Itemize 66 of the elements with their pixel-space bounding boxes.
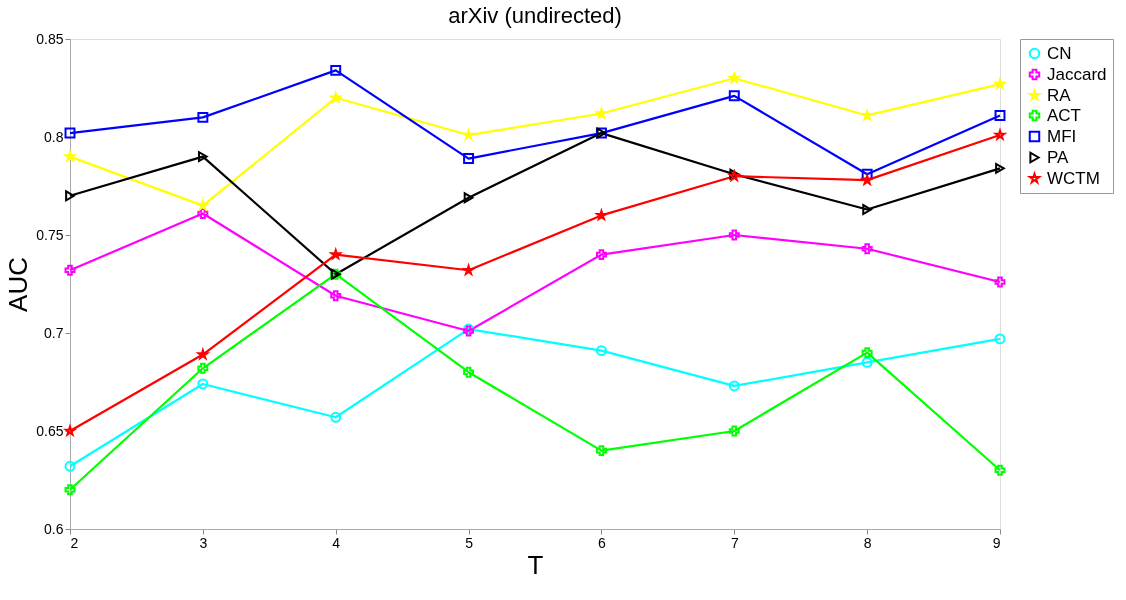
x-tick-label: 2 [70,534,79,551]
x-tick-label: 8 [863,534,872,551]
point [195,347,210,361]
point [861,168,873,180]
y-tick-label: 0.6 [44,520,64,537]
point [197,207,209,219]
point [197,362,209,374]
point [64,127,76,139]
point [728,425,740,437]
legend-label: Jaccard [1047,64,1107,84]
y-tick-label: 0.65 [36,422,64,439]
point [197,378,209,390]
point [861,347,873,359]
point [861,356,873,368]
point [330,411,342,423]
legend-label: PA [1047,147,1070,167]
x-tick-label: 6 [598,534,607,551]
point [860,172,873,187]
point [64,264,76,276]
x-tick-label: 3 [199,534,208,551]
point [461,262,476,277]
legend-label: MFI [1047,126,1077,146]
y-tick-label: 0.75 [36,226,64,243]
x-tick-label: 7 [730,534,739,551]
point [197,151,208,163]
point [594,207,607,222]
point [992,127,1008,142]
legend-label: ACT [1047,105,1081,125]
x-tick-label: 4 [332,534,341,551]
y-tick-label: 0.7 [44,324,64,341]
point [62,423,78,438]
point [197,111,209,123]
x-tick-label: 5 [465,534,474,551]
point [595,249,607,261]
y-tick-label: 0.8 [44,128,64,145]
point [64,460,76,472]
point [994,464,1006,476]
legend-label: CN [1047,43,1072,63]
point [64,484,76,496]
point [65,190,75,202]
point [994,276,1006,288]
legend-label: RA [1047,85,1072,105]
point [463,366,475,378]
point [595,345,607,357]
point [462,127,476,142]
point [994,333,1006,345]
chart-title: arXiv (undirected) [448,3,622,28]
point [728,90,740,102]
point [728,380,740,392]
point [995,162,1005,174]
point [862,204,873,215]
point [463,192,474,204]
point [330,64,342,76]
point [861,243,873,255]
legend-label: WCTM [1047,168,1100,188]
point [861,109,873,121]
x-axis-title: T [527,549,544,580]
point [595,445,607,457]
point [463,153,475,165]
point [728,229,740,241]
point [994,109,1006,121]
point [330,290,342,302]
point [727,70,742,85]
x-tick-label: 9 [992,534,1001,551]
y-tick-label: 0.85 [36,30,64,47]
y-axis-title: AUC [3,257,34,312]
